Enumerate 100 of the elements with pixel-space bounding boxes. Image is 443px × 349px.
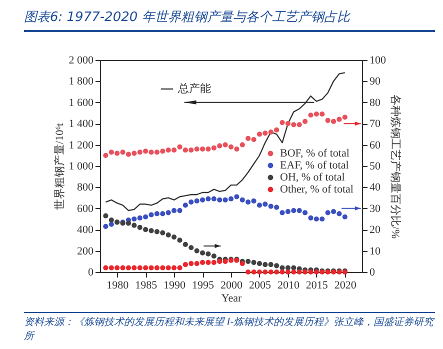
point xyxy=(148,212,154,218)
point xyxy=(314,216,319,222)
y-tick-label: 1 000 xyxy=(68,160,94,172)
point xyxy=(148,150,154,155)
point xyxy=(143,227,148,232)
point xyxy=(240,260,245,266)
point xyxy=(240,197,245,202)
point xyxy=(171,208,177,214)
point xyxy=(285,269,291,275)
point xyxy=(154,229,160,234)
point xyxy=(177,265,182,270)
point xyxy=(154,211,160,216)
point xyxy=(280,120,285,126)
point xyxy=(188,245,194,250)
point xyxy=(182,202,188,208)
point xyxy=(137,215,142,220)
point xyxy=(285,265,291,270)
point xyxy=(103,152,108,158)
point xyxy=(103,224,108,229)
legend-label: OH, % of total xyxy=(280,172,345,184)
point xyxy=(160,148,166,154)
point xyxy=(280,269,285,275)
y2-tick-label: 30 xyxy=(370,202,381,215)
point xyxy=(256,132,262,137)
point xyxy=(240,142,245,148)
point xyxy=(143,214,148,220)
text: 资料来源：《炼钢技术的发展历程和未来展望 I-炼钢技术的发展历程》张立峰，国盛证券研究所 xyxy=(24,312,435,344)
y2-tick-label: 70 xyxy=(370,118,381,130)
point xyxy=(148,265,154,270)
point xyxy=(132,150,137,156)
point xyxy=(308,112,314,118)
x-tick-label: 2015 xyxy=(306,280,328,292)
point xyxy=(182,262,188,268)
point xyxy=(114,150,120,156)
point xyxy=(262,202,268,207)
point xyxy=(256,202,262,208)
point xyxy=(308,269,314,275)
point xyxy=(171,234,177,240)
point xyxy=(217,143,222,148)
point xyxy=(126,220,132,226)
point xyxy=(280,265,285,270)
point xyxy=(222,142,228,148)
y2-tick-label: 80 xyxy=(370,96,381,109)
point xyxy=(166,148,171,153)
point xyxy=(285,121,291,126)
point xyxy=(103,265,108,270)
y2-tick-label: 90 xyxy=(370,76,381,88)
point xyxy=(291,208,296,214)
y-tick-label: 800 xyxy=(77,182,94,194)
y2-tick-label: 50 xyxy=(370,160,381,172)
y2-tick-label: 40 xyxy=(370,182,381,194)
point xyxy=(137,224,142,230)
point xyxy=(182,242,188,247)
x-tick-label: 2005 xyxy=(248,280,272,292)
y2-tick-label: 0 xyxy=(370,266,376,278)
point xyxy=(256,260,262,266)
point xyxy=(314,269,319,275)
point xyxy=(143,265,148,270)
point xyxy=(148,228,154,234)
point xyxy=(188,148,194,153)
y-tick-label: 1 800 xyxy=(68,76,94,88)
point xyxy=(314,112,319,117)
point xyxy=(143,148,148,154)
point xyxy=(108,150,114,155)
y2-tick-label: 10 xyxy=(370,245,381,258)
point xyxy=(188,260,194,266)
point xyxy=(246,258,251,264)
point xyxy=(342,114,348,120)
point xyxy=(160,230,166,236)
point xyxy=(137,150,142,155)
x-axis-title: Year xyxy=(221,292,242,304)
point xyxy=(200,197,206,202)
point xyxy=(285,209,291,214)
point xyxy=(206,196,211,202)
point xyxy=(206,251,211,257)
y-tick-label: 400 xyxy=(77,224,94,236)
point xyxy=(120,265,126,270)
x-tick-label: 1985 xyxy=(135,280,158,292)
point xyxy=(194,260,200,266)
point xyxy=(246,199,251,205)
point xyxy=(325,118,330,123)
point xyxy=(160,211,166,216)
point xyxy=(166,232,171,238)
point xyxy=(177,238,182,243)
point xyxy=(291,269,296,275)
point xyxy=(132,222,137,228)
point xyxy=(171,265,177,270)
point xyxy=(160,265,166,270)
point xyxy=(108,265,114,270)
point xyxy=(194,198,200,204)
y2-tick-label: 100 xyxy=(370,54,386,66)
y2-tick-label: 20 xyxy=(370,224,381,236)
point xyxy=(234,146,240,152)
point xyxy=(342,214,348,220)
point xyxy=(274,269,280,275)
y-tick-label: 1 400 xyxy=(68,118,94,130)
x-tick-label: 2000 xyxy=(220,280,243,292)
point xyxy=(132,216,137,222)
point xyxy=(336,211,342,216)
point xyxy=(274,204,280,210)
